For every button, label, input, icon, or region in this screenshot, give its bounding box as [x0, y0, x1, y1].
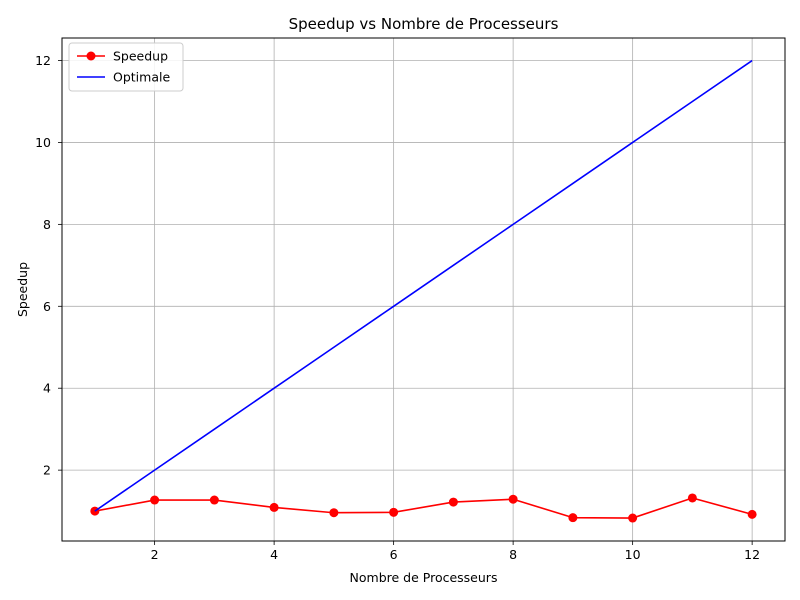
legend-label-speedup: Speedup — [113, 49, 168, 64]
x-tick-label: 12 — [744, 547, 760, 562]
data-point-speedup — [329, 508, 339, 518]
grid-lines — [62, 38, 785, 541]
chart-title: Speedup vs Nombre de Processeurs — [289, 15, 559, 33]
data-point-speedup — [150, 495, 160, 505]
y-tick-label: 2 — [43, 463, 51, 478]
data-point-speedup — [389, 507, 399, 517]
series-layer — [90, 59, 757, 523]
legend-box — [68, 42, 184, 92]
x-axis-ticks: 2 4 6 8 10 12 — [151, 541, 760, 562]
data-point-speedup — [209, 495, 219, 505]
legend-marker-speedup — [86, 51, 96, 61]
plot-frame — [61, 37, 786, 542]
data-point-speedup — [508, 494, 518, 504]
data-point-speedup — [448, 497, 458, 507]
y-tick-label: 10 — [35, 135, 51, 150]
legend: Speedup Optimale — [68, 42, 184, 92]
data-point-speedup — [628, 513, 638, 523]
y-tick-label: 6 — [43, 299, 51, 314]
data-point-speedup — [687, 493, 697, 503]
data-point-speedup — [568, 513, 578, 523]
y-axis-ticks: 2 4 6 8 10 12 — [35, 53, 62, 478]
y-axis-label: Speedup — [15, 262, 30, 317]
x-tick-label: 4 — [270, 547, 278, 562]
y-tick-label: 4 — [43, 381, 51, 396]
x-tick-label: 8 — [509, 547, 517, 562]
x-axis-label: Nombre de Processeurs — [350, 570, 498, 585]
x-tick-label: 6 — [390, 547, 398, 562]
data-point-speedup — [269, 502, 279, 512]
y-tick-label: 12 — [35, 53, 51, 68]
series-line-optimale — [94, 59, 753, 512]
legend-label-optimale: Optimale — [113, 70, 170, 85]
data-point-speedup — [747, 509, 757, 519]
y-tick-label: 8 — [43, 217, 51, 232]
x-tick-label: 10 — [625, 547, 641, 562]
x-tick-label: 2 — [151, 547, 159, 562]
series-line-speedup — [94, 497, 753, 519]
